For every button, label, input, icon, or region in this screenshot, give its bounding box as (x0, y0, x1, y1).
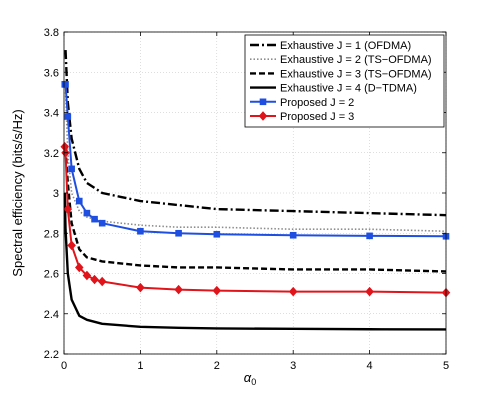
legend-entry: Exhaustive J = 4 (D−TDMA) (250, 83, 417, 95)
x-tick-label: 1 (137, 360, 143, 372)
data-point (288, 286, 298, 297)
y-tick-label: 3.4 (44, 108, 59, 120)
data-point (90, 274, 99, 285)
x-tick-label: 0 (61, 360, 67, 372)
y-axis-title: Spectral efficiency (bits/s/Hz) (10, 109, 25, 276)
data-point (67, 240, 76, 251)
legend-label: Proposed J = 2 (280, 97, 354, 109)
series-3 (64, 148, 447, 273)
series-line (64, 148, 447, 273)
series-line (63, 146, 447, 294)
data-point (366, 232, 373, 240)
y-tick-label: 2.2 (44, 349, 59, 361)
data-point (83, 209, 91, 217)
data-point (175, 229, 182, 237)
legend-marker (259, 98, 267, 106)
data-point (62, 81, 69, 88)
legend-label: Exhaustive J = 4 (D−TDMA) (280, 83, 417, 95)
data-point (75, 197, 83, 205)
series-1 (64, 50, 447, 217)
data-point (97, 276, 107, 287)
series-line (64, 50, 447, 217)
x-tick-label: 2 (214, 360, 220, 372)
data-point (136, 282, 145, 293)
ticks: 0 1 2 3 4 5 2.2 2.4 2.6 2.8 3 3.2 3.4 3.6 3.8 (44, 27, 449, 372)
legend-label: Exhaustive J = 2 (TS−OFDMA) (280, 54, 432, 66)
y-tick-label: 3.6 (44, 67, 59, 79)
series-line (64, 92, 447, 233)
data-point (91, 215, 98, 223)
data-point (212, 285, 222, 296)
series-group (60, 50, 451, 331)
x-axis-title-base: α (244, 370, 252, 385)
data-point (64, 113, 72, 120)
y-tick-label: 3.2 (44, 148, 59, 160)
legend-entry: Proposed J = 3 (250, 111, 354, 123)
y-tick-label: 3 (53, 188, 59, 200)
legend-entry: Exhaustive J = 2 (TS−OFDMA) (250, 54, 432, 66)
x-tick-label: 4 (367, 360, 373, 372)
legend: Exhaustive J = 1 (OFDMA) Exhaustive J = 2… (244, 34, 445, 128)
y-tick-label: 2.6 (44, 269, 59, 281)
series-2 (64, 92, 447, 233)
legend-label: Exhaustive J = 3 (TS−OFDMA) (280, 68, 432, 80)
legend-entry: Exhaustive J = 3 (TS−OFDMA) (250, 68, 432, 80)
series-5 (61, 81, 450, 240)
data-point (68, 165, 75, 173)
x-axis-title: α0 (244, 370, 256, 387)
data-point (98, 219, 106, 227)
y-tick-label: 3.8 (44, 27, 59, 39)
data-point (365, 286, 374, 297)
y-tick-label: 2.8 (44, 228, 59, 240)
legend-label: Exhaustive J = 1 (OFDMA) (280, 40, 411, 52)
x-tick-label: 5 (443, 360, 449, 372)
data-point (137, 227, 144, 235)
y-tick-label: 2.4 (44, 309, 59, 321)
x-tick-label: 3 (290, 360, 296, 372)
data-point (289, 231, 297, 239)
legend-entry: Exhaustive J = 1 (OFDMA) (250, 40, 411, 52)
x-axis-title-subscript: 0 (251, 377, 256, 387)
legend-label: Proposed J = 3 (280, 111, 354, 123)
legend-entry: Proposed J = 2 (250, 97, 354, 109)
data-point (63, 204, 73, 214)
data-point (174, 284, 183, 295)
data-point (75, 262, 84, 273)
data-point (82, 270, 92, 281)
legend-box (244, 34, 445, 128)
legend-marker (258, 111, 268, 121)
data-point (213, 230, 221, 238)
series-line (64, 83, 447, 238)
